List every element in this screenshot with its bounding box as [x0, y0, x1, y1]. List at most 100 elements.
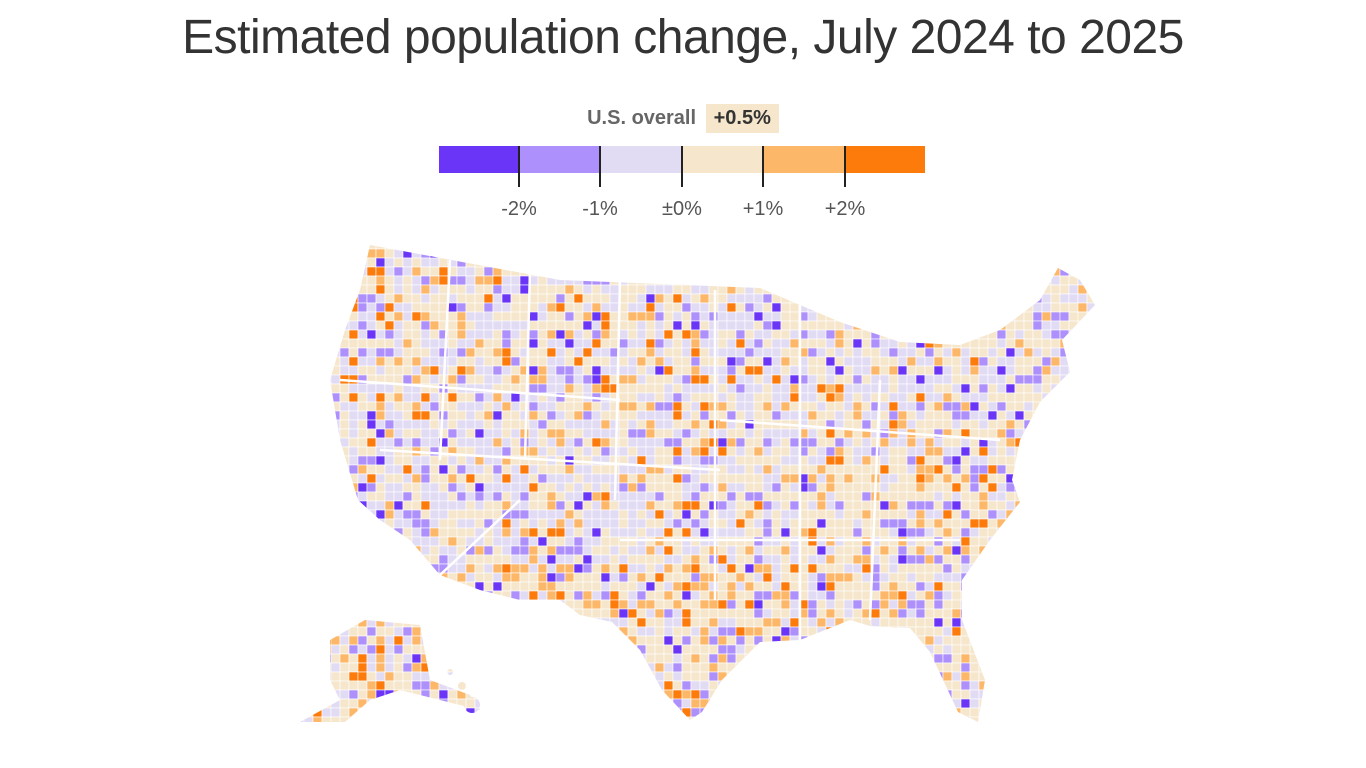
county-cell	[312, 482, 323, 493]
county-cell	[780, 473, 791, 484]
county-cell	[834, 680, 845, 691]
county-cell	[654, 491, 665, 502]
county-cell	[300, 356, 305, 367]
county-cell	[546, 644, 557, 655]
county-cell	[735, 671, 746, 682]
county-cell	[834, 590, 845, 601]
county-cell	[501, 536, 512, 547]
county-cell	[708, 617, 719, 628]
county-cell	[1032, 437, 1043, 448]
county-cell	[1041, 464, 1052, 475]
county-cell	[537, 266, 548, 277]
county-cell	[321, 671, 332, 682]
county-cell	[861, 437, 872, 448]
county-cell	[465, 581, 476, 592]
county-cell	[411, 266, 422, 277]
county-cell	[762, 491, 773, 502]
county-cell	[1059, 248, 1070, 259]
county-cell	[681, 635, 692, 646]
county-cell	[555, 626, 566, 637]
county-cell	[699, 716, 710, 722]
county-cell	[663, 383, 674, 394]
county-cell	[1050, 446, 1061, 457]
county-cell	[510, 347, 521, 358]
county-cell	[366, 347, 377, 358]
county-cell	[546, 707, 557, 718]
county-cell	[582, 689, 593, 700]
county-cell	[960, 311, 971, 322]
county-cell	[798, 707, 809, 718]
county-cell	[969, 581, 980, 592]
county-cell	[978, 446, 989, 457]
county-cell	[807, 527, 818, 538]
county-cell	[834, 536, 845, 547]
county-cell	[537, 365, 548, 376]
county-cell	[393, 608, 404, 619]
county-cell	[717, 329, 728, 340]
county-cell	[564, 311, 575, 322]
county-cell	[1050, 662, 1061, 673]
county-cell	[330, 383, 341, 394]
county-cell	[627, 590, 638, 601]
county-cell	[393, 491, 404, 502]
county-cell	[1050, 284, 1061, 295]
county-cell	[915, 383, 926, 394]
county-cell	[348, 392, 359, 403]
county-cell	[537, 653, 548, 664]
county-cell	[735, 545, 746, 556]
county-cell	[915, 500, 926, 511]
county-cell	[330, 275, 341, 286]
county-cell	[474, 428, 485, 439]
county-cell	[375, 410, 386, 421]
county-cell	[564, 437, 575, 448]
county-cell	[483, 653, 494, 664]
county-cell	[951, 518, 962, 529]
county-cell	[888, 464, 899, 475]
county-cell	[654, 572, 665, 583]
county-cell	[321, 329, 332, 340]
county-cell	[888, 455, 899, 466]
county-cell	[807, 644, 818, 655]
county-cell	[300, 311, 305, 322]
county-cell	[870, 689, 881, 700]
county-cell	[897, 644, 908, 655]
county-cell	[789, 527, 800, 538]
county-cell	[384, 554, 395, 565]
county-cell	[979, 726, 988, 735]
county-cell	[402, 311, 413, 322]
county-cell	[690, 590, 701, 601]
county-cell	[573, 383, 584, 394]
county-cell	[528, 590, 539, 601]
county-cell	[1068, 635, 1079, 646]
county-cell	[672, 599, 683, 610]
county-cell	[474, 599, 485, 610]
county-cell	[996, 248, 1007, 259]
county-cell	[528, 527, 539, 538]
county-cell	[321, 437, 332, 448]
county-cell	[420, 509, 431, 520]
county-cell	[366, 590, 377, 601]
county-cell	[645, 635, 656, 646]
county-cell	[987, 284, 998, 295]
county-cell	[501, 716, 512, 722]
county-cell	[690, 473, 701, 484]
county-cell	[888, 536, 899, 547]
county-cell	[375, 653, 386, 664]
county-cell	[816, 662, 827, 673]
county-cell	[699, 671, 710, 682]
county-cell	[447, 392, 458, 403]
county-cell	[690, 383, 701, 394]
county-cell	[843, 554, 854, 565]
county-cell	[321, 581, 332, 592]
county-cell	[411, 401, 422, 412]
county-cell	[915, 644, 926, 655]
county-cell	[753, 527, 764, 538]
county-cell	[1096, 321, 1105, 330]
county-cell	[978, 590, 989, 601]
county-cell	[528, 329, 539, 340]
county-cell	[1032, 500, 1043, 511]
county-cell	[843, 401, 854, 412]
county-cell	[393, 707, 404, 718]
county-cell	[699, 401, 710, 412]
county-cell	[492, 464, 503, 475]
